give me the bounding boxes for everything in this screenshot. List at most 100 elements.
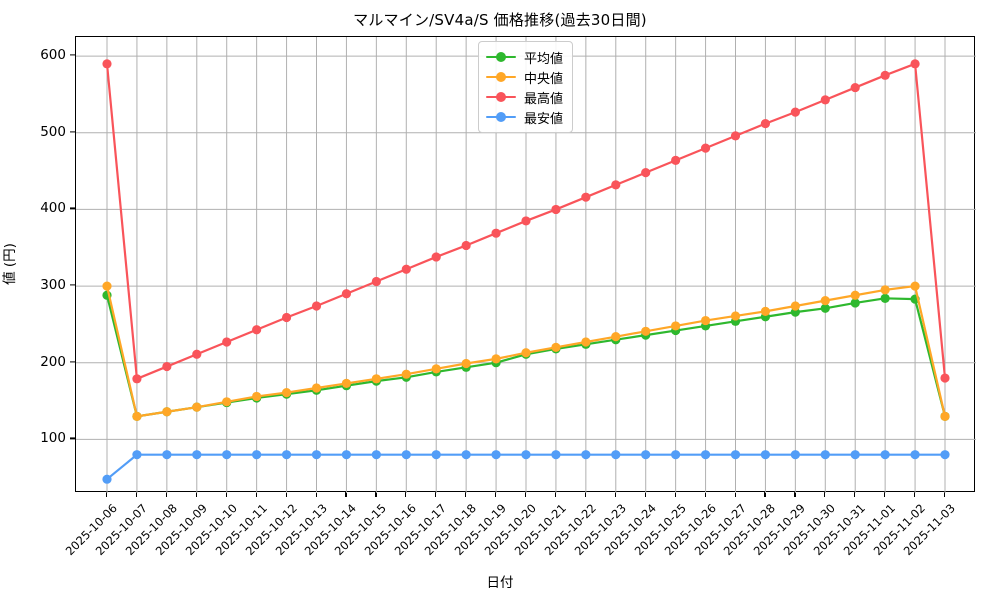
- y-tick-label: 200: [40, 353, 66, 370]
- x-tick-mark: [704, 492, 706, 497]
- y-tick-mark: [70, 131, 75, 133]
- data-point: [850, 298, 860, 308]
- data-point: [371, 450, 381, 460]
- data-point: [252, 450, 262, 460]
- data-point: [730, 311, 741, 321]
- data-point: [820, 303, 830, 313]
- data-point: [611, 450, 621, 460]
- data-point: [281, 312, 292, 323]
- x-tick-mark: [584, 492, 587, 497]
- data-point: [910, 59, 920, 69]
- data-point: [940, 411, 950, 421]
- x-tick-mark: [405, 492, 407, 497]
- data-point: [581, 192, 591, 202]
- data-series-layer: [102, 59, 950, 484]
- data-point: [431, 450, 441, 460]
- data-point: [162, 450, 172, 460]
- x-tick-mark: [495, 492, 497, 497]
- data-point: [700, 143, 711, 153]
- legend-label: 平均値: [524, 51, 564, 67]
- data-point: [311, 301, 322, 311]
- legend-label: 最高値: [524, 91, 564, 107]
- legend-item-0[interactable]: 平均値: [486, 47, 563, 67]
- data-point: [102, 281, 112, 291]
- data-point: [192, 349, 202, 359]
- data-point: [880, 450, 890, 460]
- data-point: [730, 450, 741, 460]
- data-point: [132, 374, 142, 384]
- x-tick-mark: [734, 492, 736, 497]
- data-point: [222, 450, 232, 460]
- data-point: [551, 450, 561, 460]
- data-point: [820, 450, 830, 460]
- data-point: [611, 332, 621, 342]
- data-point: [521, 348, 531, 358]
- x-tick-mark: [525, 492, 527, 497]
- data-point: [281, 388, 292, 398]
- data-point: [401, 450, 411, 460]
- legend-swatch-icon: [486, 110, 516, 124]
- x-tick-mark: [854, 492, 856, 497]
- y-tick-mark: [70, 284, 75, 286]
- y-tick-label: 500: [40, 123, 66, 140]
- data-point: [641, 326, 651, 336]
- y-tick-mark: [70, 437, 75, 439]
- data-point: [491, 228, 501, 238]
- y-tick-mark: [70, 361, 75, 363]
- data-point: [551, 204, 561, 215]
- data-point: [192, 402, 202, 412]
- y-tick-label: 300: [40, 277, 66, 294]
- legend-swatch-icon: [486, 50, 516, 64]
- x-tick-mark: [135, 492, 138, 497]
- data-point: [700, 315, 711, 326]
- data-point: [252, 391, 262, 402]
- data-point: [461, 358, 471, 369]
- data-point: [521, 450, 531, 460]
- data-point: [551, 342, 561, 352]
- data-point: [880, 285, 890, 295]
- chart-title: マルマイン/SV4a/S 価格推移(過去30日間): [353, 11, 647, 29]
- data-point: [431, 252, 441, 262]
- data-point: [820, 95, 830, 105]
- data-point: [581, 337, 591, 347]
- data-point: [940, 373, 950, 383]
- x-tick-mark: [884, 492, 886, 497]
- y-tick-label: 400: [40, 200, 66, 217]
- x-tick-mark: [554, 492, 557, 497]
- data-point: [760, 450, 771, 460]
- data-point: [401, 264, 411, 274]
- data-point: [671, 321, 681, 331]
- data-point: [222, 337, 232, 347]
- y-tick-label: 600: [40, 47, 66, 64]
- legend-swatch-icon: [486, 90, 516, 104]
- data-point: [311, 450, 322, 460]
- data-point: [760, 306, 771, 316]
- data-point: [910, 281, 920, 291]
- data-point: [641, 168, 651, 178]
- x-tick-mark: [255, 492, 257, 497]
- data-point: [671, 155, 681, 165]
- data-point: [401, 369, 411, 379]
- x-axis-label: 日付: [486, 575, 514, 591]
- legend-item-3[interactable]: 最安値: [486, 107, 563, 127]
- data-point: [252, 325, 262, 335]
- legend-item-2[interactable]: 最高値: [486, 87, 563, 107]
- data-point: [850, 450, 860, 460]
- legend-label: 最安値: [524, 111, 564, 127]
- y-tick-mark: [70, 54, 75, 56]
- x-tick-mark: [345, 492, 347, 497]
- data-point: [491, 450, 501, 460]
- data-point: [641, 450, 651, 460]
- data-point: [790, 301, 800, 311]
- x-tick-mark: [165, 492, 168, 497]
- data-point: [700, 450, 711, 460]
- x-tick-mark: [375, 492, 377, 497]
- data-point: [940, 450, 950, 460]
- data-point: [461, 450, 471, 460]
- x-tick-mark: [644, 492, 646, 497]
- data-point: [461, 240, 471, 251]
- data-point: [132, 450, 142, 460]
- data-point: [880, 70, 890, 80]
- legend-item-1[interactable]: 中央値: [486, 67, 563, 87]
